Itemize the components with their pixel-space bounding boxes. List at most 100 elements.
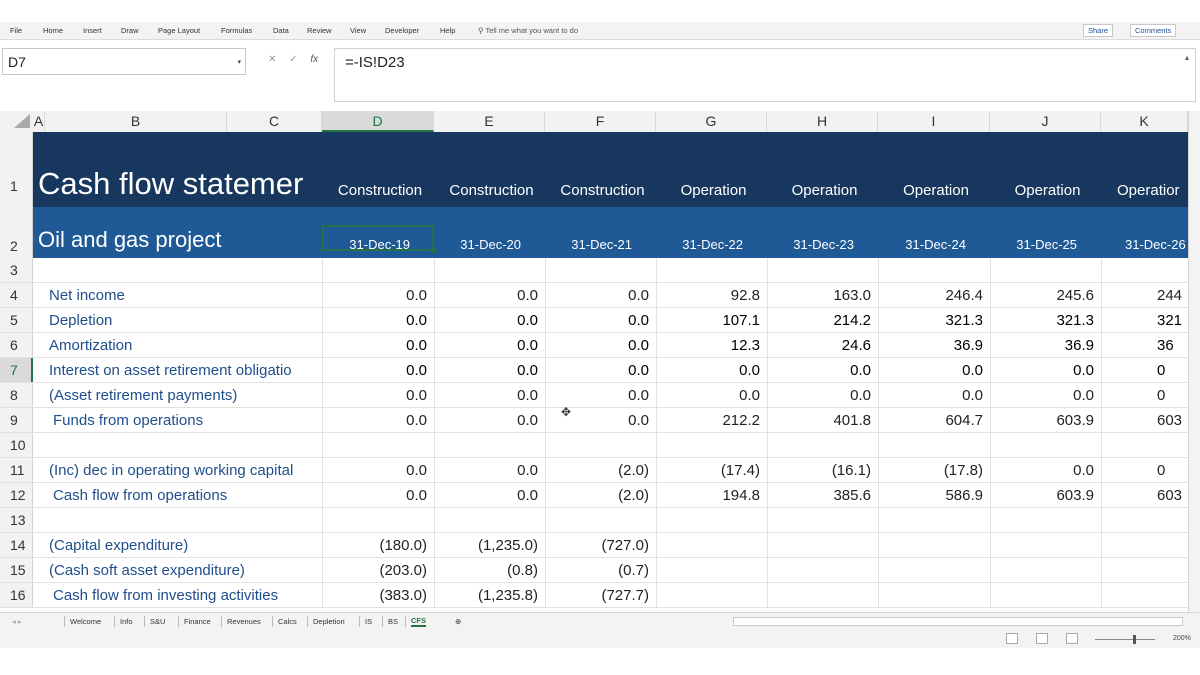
insert-function-icon[interactable]: fx xyxy=(310,54,319,65)
cell-value[interactable]: (727.0) xyxy=(601,537,649,554)
row-label[interactable]: Amortization xyxy=(49,337,133,354)
cell-value[interactable]: 0 xyxy=(1157,362,1166,379)
cell-value[interactable]: 0.0 xyxy=(406,362,427,379)
row-header-7[interactable]: 7 xyxy=(0,358,33,382)
cell-value[interactable]: 0.0 xyxy=(406,337,427,354)
cell-value[interactable]: 401.8 xyxy=(833,412,871,429)
row-label[interactable]: (Capital expenditure) xyxy=(49,537,189,554)
column-header-a[interactable]: A xyxy=(33,111,45,132)
sheet-tab-bs[interactable]: BS xyxy=(388,617,399,626)
ribbon-tab-home[interactable]: Home xyxy=(43,26,64,35)
cell-value[interactable]: 0.0 xyxy=(406,387,427,404)
cell-value[interactable]: 321.3 xyxy=(1056,312,1094,329)
cell-value[interactable]: 0.0 xyxy=(1073,387,1094,404)
zoom-level[interactable]: 200% xyxy=(1173,635,1191,642)
column-header-d[interactable]: D xyxy=(322,111,434,132)
cell-value[interactable]: 0.0 xyxy=(517,287,538,304)
row-label[interactable]: (Asset retirement payments) xyxy=(49,387,238,404)
row-header-11[interactable]: 11 xyxy=(0,458,33,482)
sheet-tab-welcome[interactable]: Welcome xyxy=(70,617,102,626)
cell-value[interactable]: 0.0 xyxy=(628,387,649,404)
row-header-2[interactable]: 2 xyxy=(0,207,33,258)
cell-value[interactable]: 194.8 xyxy=(722,487,760,504)
cell-value[interactable]: 0 xyxy=(1157,462,1166,479)
row-header-10[interactable]: 10 xyxy=(0,433,33,457)
cell-value[interactable]: 603.9 xyxy=(1056,487,1094,504)
cell-value[interactable]: 603.9 xyxy=(1056,412,1094,429)
ribbon-tab-page-layout[interactable]: Page Layout xyxy=(158,26,201,35)
cell-value[interactable]: 214.2 xyxy=(833,312,871,329)
cell-value[interactable]: 107.1 xyxy=(722,312,760,329)
cell-value[interactable]: 0.0 xyxy=(517,487,538,504)
row-header-1[interactable]: 1 xyxy=(0,132,33,207)
row-label[interactable]: Net income xyxy=(49,287,125,304)
cell-value[interactable]: (727.7) xyxy=(601,587,649,604)
cell-value[interactable]: 0.0 xyxy=(517,462,538,479)
cell-value[interactable]: 92.8 xyxy=(730,287,760,304)
row-header-8[interactable]: 8 xyxy=(0,383,33,407)
cell-value[interactable]: 603 xyxy=(1157,412,1183,429)
ribbon-tab-file[interactable]: File xyxy=(10,26,23,35)
cell-value[interactable]: 0.0 xyxy=(628,287,649,304)
ribbon-tab-view[interactable]: View xyxy=(350,26,367,35)
cell-value[interactable]: (1,235.0) xyxy=(477,537,538,554)
cell-value[interactable]: 0.0 xyxy=(406,287,427,304)
ribbon-tab-data[interactable]: Data xyxy=(273,26,289,35)
cell-value[interactable]: 212.2 xyxy=(722,412,760,429)
row-header-4[interactable]: 4 xyxy=(0,283,33,307)
cell-value[interactable]: (2.0) xyxy=(618,487,649,504)
cell-value[interactable]: 0.0 xyxy=(406,412,427,429)
tell-me-search[interactable]: ⚲ Tell me what you want to do xyxy=(478,26,578,35)
cell-value[interactable]: 0.0 xyxy=(517,312,538,329)
cell-value[interactable]: 603 xyxy=(1157,487,1183,504)
sheet-tab-s-u[interactable]: S&U xyxy=(150,617,166,626)
cell-value[interactable]: 0.0 xyxy=(517,387,538,404)
sheet-tab-cfs[interactable]: CFS xyxy=(411,616,426,627)
sheet-tab-is[interactable]: IS xyxy=(365,617,373,626)
cell-value[interactable]: 0.0 xyxy=(739,387,760,404)
cell-value[interactable]: 0.0 xyxy=(406,487,427,504)
row-header-15[interactable]: 15 xyxy=(0,558,33,582)
row-label[interactable]: Cash flow from investing activities xyxy=(53,587,279,604)
cell-value[interactable]: 246.4 xyxy=(945,287,983,304)
cell-value[interactable]: (16.1) xyxy=(831,462,871,479)
cell-value[interactable]: 0 xyxy=(1157,387,1166,404)
cell-value[interactable]: 36 xyxy=(1157,337,1174,354)
row-label[interactable]: Funds from operations xyxy=(53,412,204,429)
cell-value[interactable]: 0.0 xyxy=(628,412,649,429)
sheet-tab-calcs[interactable]: Calcs xyxy=(278,617,297,626)
row-header-16[interactable]: 16 xyxy=(0,583,33,607)
cell-value[interactable]: 0.0 xyxy=(406,312,427,329)
row-header-14[interactable]: 14 xyxy=(0,533,33,557)
cell-value[interactable]: 24.6 xyxy=(841,337,871,354)
cell-value[interactable]: 0.0 xyxy=(628,337,649,354)
row-label[interactable]: (Inc) dec in operating working capital xyxy=(49,462,294,479)
cancel-icon[interactable]: ✕ xyxy=(268,54,277,65)
ribbon-tab-formulas[interactable]: Formulas xyxy=(221,26,253,35)
cell-value[interactable]: 0.0 xyxy=(628,312,649,329)
column-header-g[interactable]: G xyxy=(656,111,767,132)
sheet-tab-info[interactable]: Info xyxy=(120,617,133,626)
cell-value[interactable]: 0.0 xyxy=(406,462,427,479)
cell-value[interactable]: (17.8) xyxy=(943,462,983,479)
cell-value[interactable]: (0.7) xyxy=(618,562,649,579)
vertical-scrollbar[interactable] xyxy=(1188,111,1200,612)
cell-value[interactable]: 36.9 xyxy=(1064,337,1094,354)
cell-value[interactable]: 36.9 xyxy=(953,337,983,354)
cell-value[interactable]: 0.0 xyxy=(850,387,871,404)
cell-value[interactable]: 0.0 xyxy=(739,362,760,379)
row-header-13[interactable]: 13 xyxy=(0,508,33,532)
cell-value[interactable]: 0.0 xyxy=(517,412,538,429)
column-header-b[interactable]: B xyxy=(45,111,227,132)
cell-value[interactable]: 0.0 xyxy=(517,362,538,379)
confirm-icon[interactable]: ✓ xyxy=(289,54,298,65)
cell-value[interactable]: (203.0) xyxy=(379,562,427,579)
sheet-nav-arrows-icon[interactable]: ◂ ▸ xyxy=(12,617,22,626)
zoom-slider[interactable] xyxy=(1095,639,1155,640)
zoom-slider-knob[interactable] xyxy=(1133,635,1136,644)
cell-value[interactable]: (0.8) xyxy=(507,562,538,579)
collapse-formula-bar-icon[interactable]: ▴ xyxy=(1184,53,1189,62)
ribbon-tab-review[interactable]: Review xyxy=(307,26,332,35)
column-header-c[interactable]: C xyxy=(227,111,322,132)
add-sheet-icon[interactable]: ⊕ xyxy=(455,617,462,626)
